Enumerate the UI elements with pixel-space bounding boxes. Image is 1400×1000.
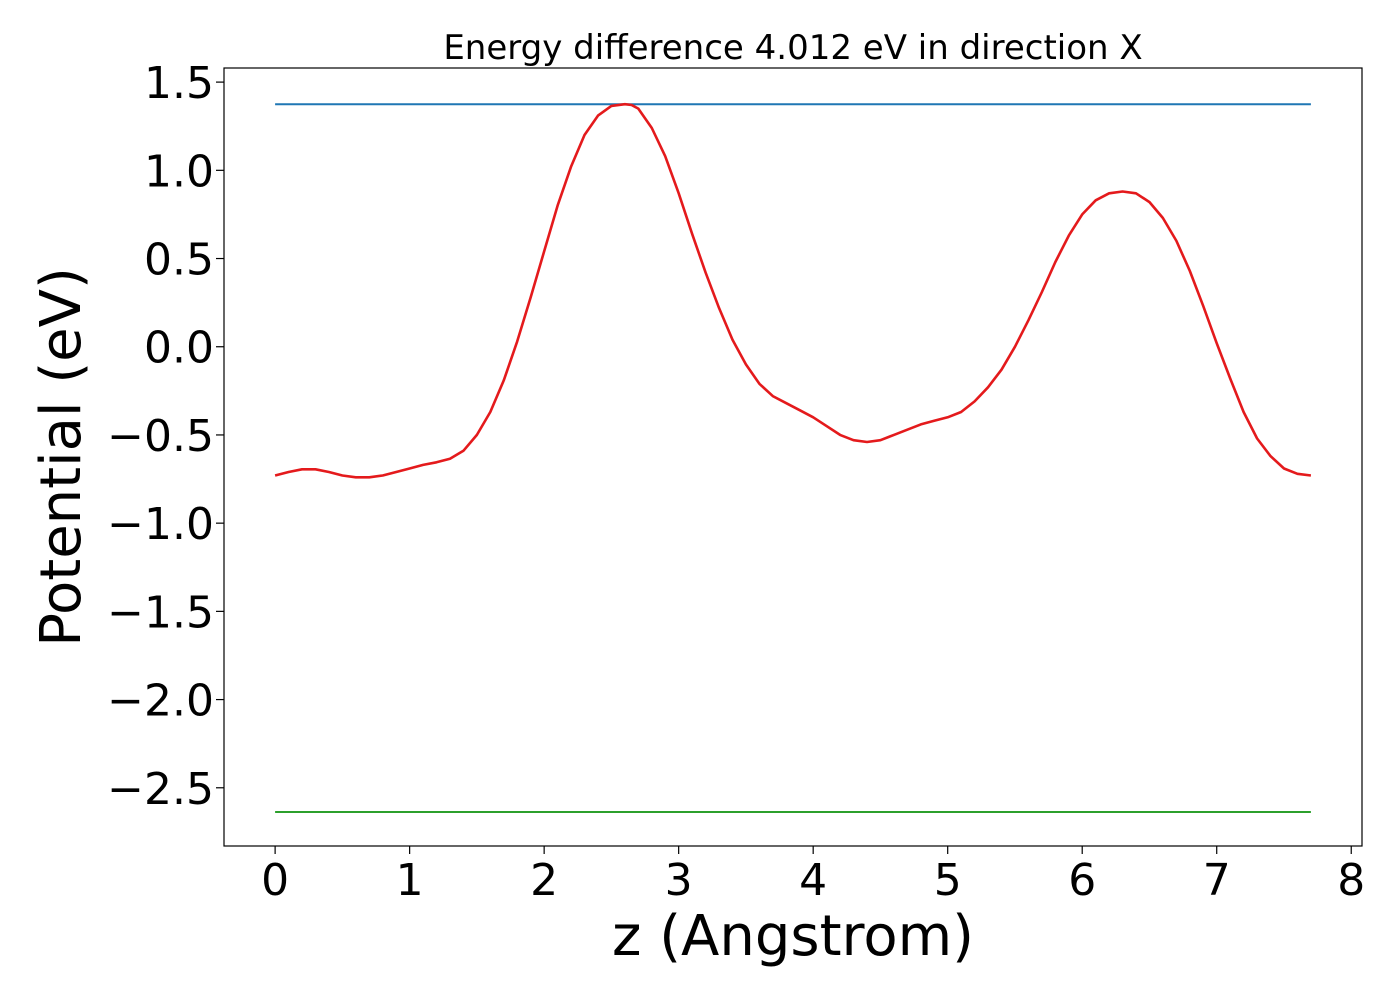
x-tick-label: 8 [1337,855,1365,906]
x-axis: 0 1 2 3 4 5 6 7 8 [261,846,1365,906]
y-tick-label: −1.0 [107,499,214,550]
y-tick-label: 1.5 [144,58,214,109]
y-tick-label: −1.5 [107,587,214,638]
plot-frame [223,67,1363,847]
potential-curve [274,102,1312,479]
y-axis-label: Potential (eV) [29,267,94,647]
y-tick-label: −2.5 [107,764,214,815]
x-tick-label: 2 [530,855,558,906]
y-tick-label: 0.5 [144,235,214,286]
x-tick-label: 0 [261,855,289,906]
series-layer [274,102,1312,813]
y-axis: 1.5 1.0 0.5 0.0 −0.5 −1.0 −1.5 −2.0 −2.5 [107,58,224,815]
y-tick-label: 0.0 [144,323,214,374]
y-tick-label: −0.5 [107,411,214,462]
chart-title: Energy difference 4.012 eV in direction … [443,28,1142,68]
x-tick-label: 3 [665,855,693,906]
plot-background [224,68,1362,846]
x-axis-label: z (Angstrom) [612,904,974,969]
y-tick-label: 1.0 [144,146,214,197]
x-tick-label: 5 [934,855,962,906]
x-tick-label: 6 [1068,855,1096,906]
x-tick-label: 7 [1203,855,1231,906]
y-tick-label: −2.0 [107,676,214,727]
x-tick-label: 4 [799,855,827,906]
x-tick-label: 1 [396,855,424,906]
